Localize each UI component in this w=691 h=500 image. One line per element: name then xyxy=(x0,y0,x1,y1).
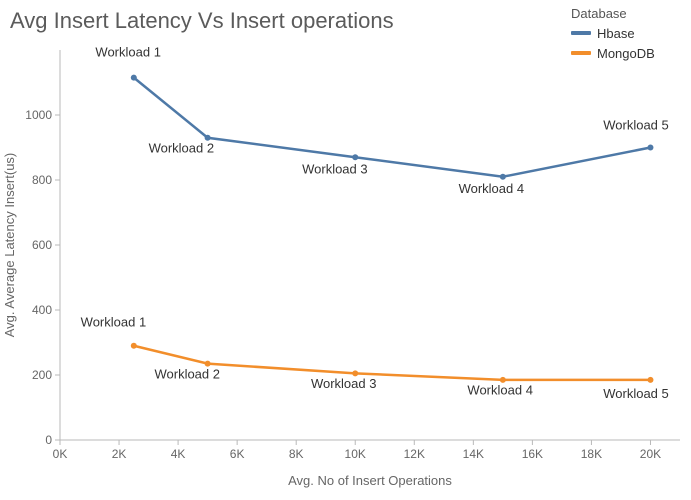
series-line-hbase xyxy=(134,78,651,177)
x-tick-label: 18K xyxy=(581,447,602,461)
x-tick-label: 0K xyxy=(53,447,68,461)
point-label: Workload 3 xyxy=(302,162,368,177)
point-label: Workload 5 xyxy=(603,118,669,133)
point-label: Workload 1 xyxy=(81,314,147,329)
data-point[interactable] xyxy=(131,75,137,81)
x-tick-label: 4K xyxy=(171,447,186,461)
x-tick-label: 16K xyxy=(522,447,543,461)
legend-title: Database xyxy=(571,6,681,21)
y-axis-label: Avg. Average Latency Insert(us) xyxy=(2,153,17,338)
x-tick-label: 2K xyxy=(112,447,127,461)
point-label: Workload 3 xyxy=(311,376,377,391)
chart-root: Avg Insert Latency Vs Insert operations … xyxy=(0,0,691,500)
x-tick-label: 6K xyxy=(230,447,245,461)
x-tick-label: 8K xyxy=(289,447,304,461)
y-tick-label: 1000 xyxy=(25,108,52,122)
y-tick-label: 400 xyxy=(32,303,52,317)
x-tick-label: 14K xyxy=(463,447,484,461)
chart-title: Avg Insert Latency Vs Insert operations xyxy=(10,8,394,34)
x-tick-label: 12K xyxy=(404,447,425,461)
data-point[interactable] xyxy=(647,145,653,151)
y-tick-label: 0 xyxy=(45,433,52,447)
point-label: Workload 2 xyxy=(149,140,215,155)
legend-label-hbase: Hbase xyxy=(597,26,635,41)
data-point[interactable] xyxy=(500,174,506,180)
point-label: Workload 2 xyxy=(154,366,220,381)
point-label: Workload 4 xyxy=(467,383,533,398)
point-label: Workload 5 xyxy=(603,386,669,401)
y-tick-label: 600 xyxy=(32,238,52,252)
data-point[interactable] xyxy=(131,343,137,349)
x-axis-label: Avg. No of Insert Operations xyxy=(288,473,452,488)
x-tick-label: 10K xyxy=(345,447,366,461)
point-label: Workload 1 xyxy=(95,45,161,60)
point-label: Workload 4 xyxy=(459,181,525,196)
legend-swatch-hbase xyxy=(571,31,591,35)
data-point[interactable] xyxy=(647,377,653,383)
chart-plot: 0K 2K 4K 6K 8K 10K 12K 14K 16K 18K 20K 0 200 400 600 80… xyxy=(0,40,691,500)
data-point[interactable] xyxy=(352,154,358,160)
x-tick-label: 20K xyxy=(640,447,661,461)
y-tick-label: 800 xyxy=(32,173,52,187)
y-tick-label: 200 xyxy=(32,368,52,382)
